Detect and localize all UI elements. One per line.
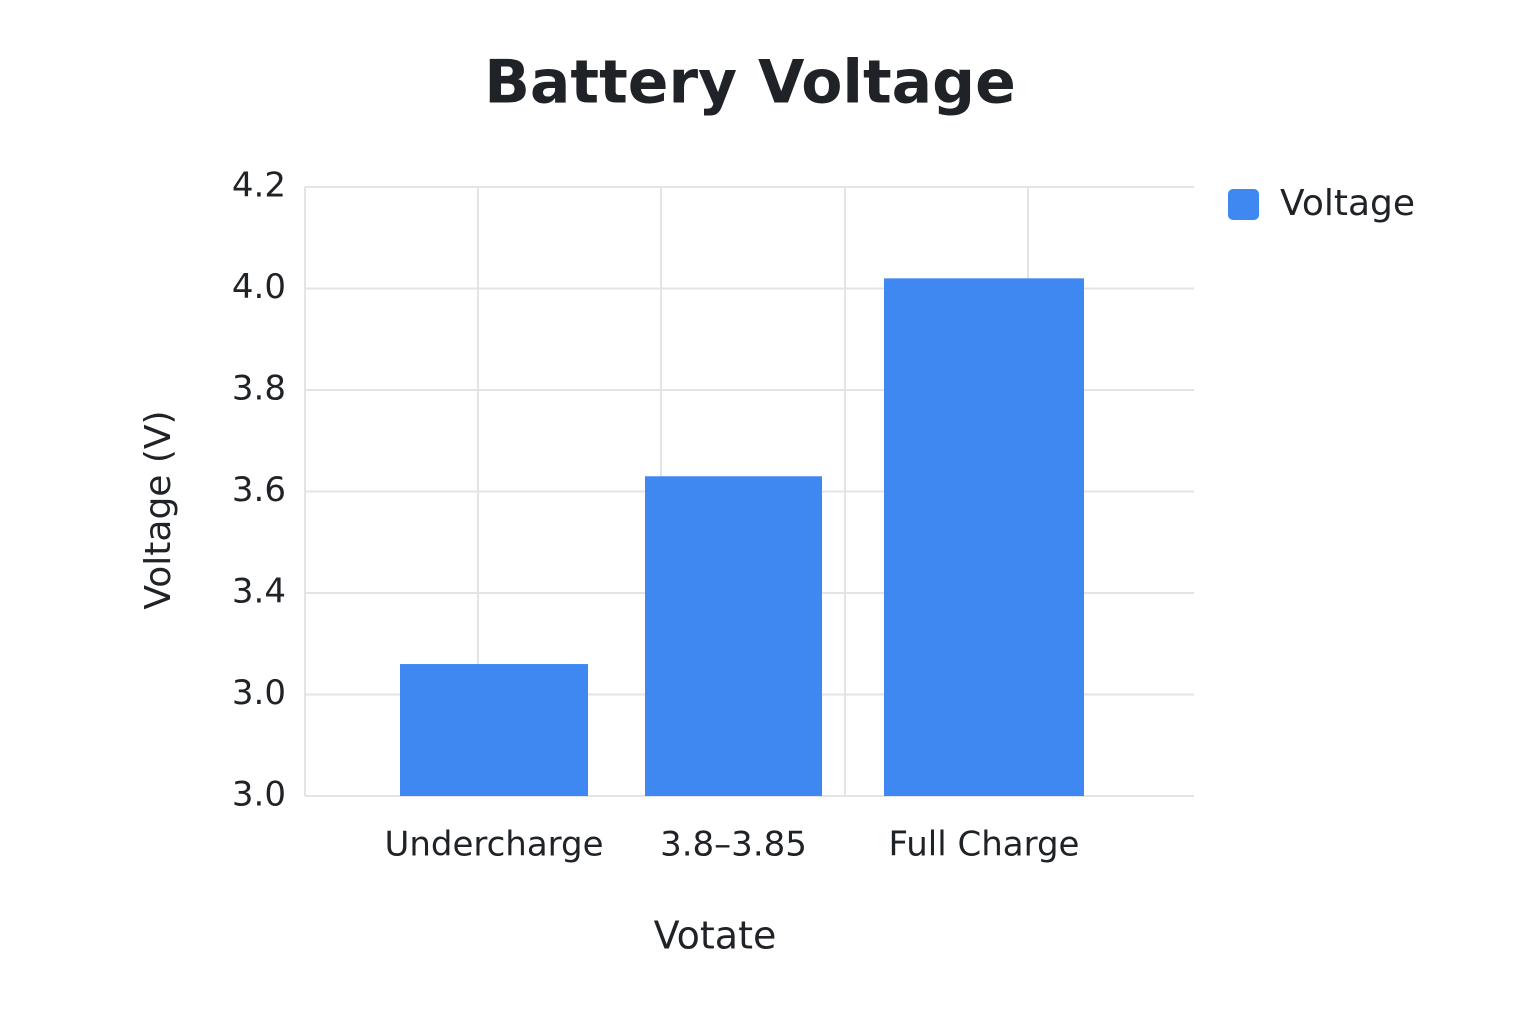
x-axis-label: Votate <box>654 914 777 958</box>
legend-label: Voltage <box>1280 183 1415 224</box>
x-tick-label: Undercharge <box>384 825 603 865</box>
bar <box>884 278 1084 797</box>
y-tick-label: 3.4 <box>232 572 286 612</box>
y-tick-label: 3.8 <box>232 369 286 409</box>
y-tick-label: 4.2 <box>232 166 286 206</box>
y-axis-label: Voltage (V) <box>138 410 179 609</box>
y-tick-label: 3.0 <box>232 673 286 713</box>
y-tick-label: 3.6 <box>232 470 286 510</box>
y-tick-label: 3.0 <box>232 775 286 815</box>
y-tick-label: 4.0 <box>232 267 286 307</box>
chart-title: Battery Voltage <box>484 48 1016 118</box>
x-tick-label: 3.8–3.85 <box>660 825 807 865</box>
x-tick-label: Full Charge <box>889 825 1080 865</box>
bar <box>645 476 822 796</box>
bar <box>400 664 588 796</box>
legend-swatch <box>1228 189 1259 220</box>
